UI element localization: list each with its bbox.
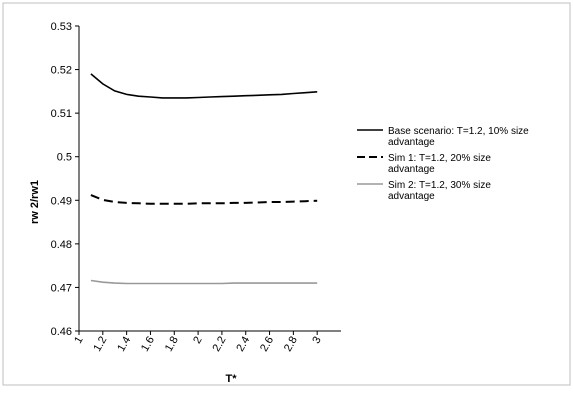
y-tick-label: 0.49 (51, 195, 72, 207)
x-tick-label: 2 (191, 335, 204, 346)
legend-label-2: Sim 1: T=1.2, 20% size (388, 153, 491, 164)
legend-label-3: advantage (388, 191, 435, 202)
y-tick-label: 0.53 (51, 21, 72, 33)
legend-label-3: Sim 2: T=1.2, 30% size (388, 180, 491, 191)
x-tick-label: 3 (310, 335, 323, 346)
legend-label-2: advantage (388, 164, 435, 175)
legend-label-1: advantage (388, 137, 435, 148)
y-tick-label: 0.47 (51, 282, 72, 294)
axes: 0.460.470.480.490.50.510.520.531 1.2 1.4 1.… (51, 21, 341, 354)
series-line-1 (90, 73, 318, 99)
y-tick-label: 0.51 (51, 108, 72, 120)
legend: Base scenario: T=1.2, 10% sizeadvantageS… (357, 126, 529, 202)
y-tick-label: 0.52 (51, 65, 72, 77)
series-line-2 (90, 194, 318, 205)
y-tick-label: 0.48 (51, 239, 72, 251)
chart-border (2, 2, 571, 386)
series-group (90, 73, 318, 285)
y-tick-label: 0.5 (57, 152, 72, 164)
x-tick-label: 1 (72, 335, 85, 346)
legend-label-1: Base scenario: T=1.2, 10% size (388, 126, 529, 137)
x-axis-title: T* (226, 373, 238, 385)
y-axis-title: rw 2/rw1 (29, 180, 41, 224)
y-tick-label: 0.46 (51, 326, 72, 338)
series-line-3 (90, 279, 318, 285)
